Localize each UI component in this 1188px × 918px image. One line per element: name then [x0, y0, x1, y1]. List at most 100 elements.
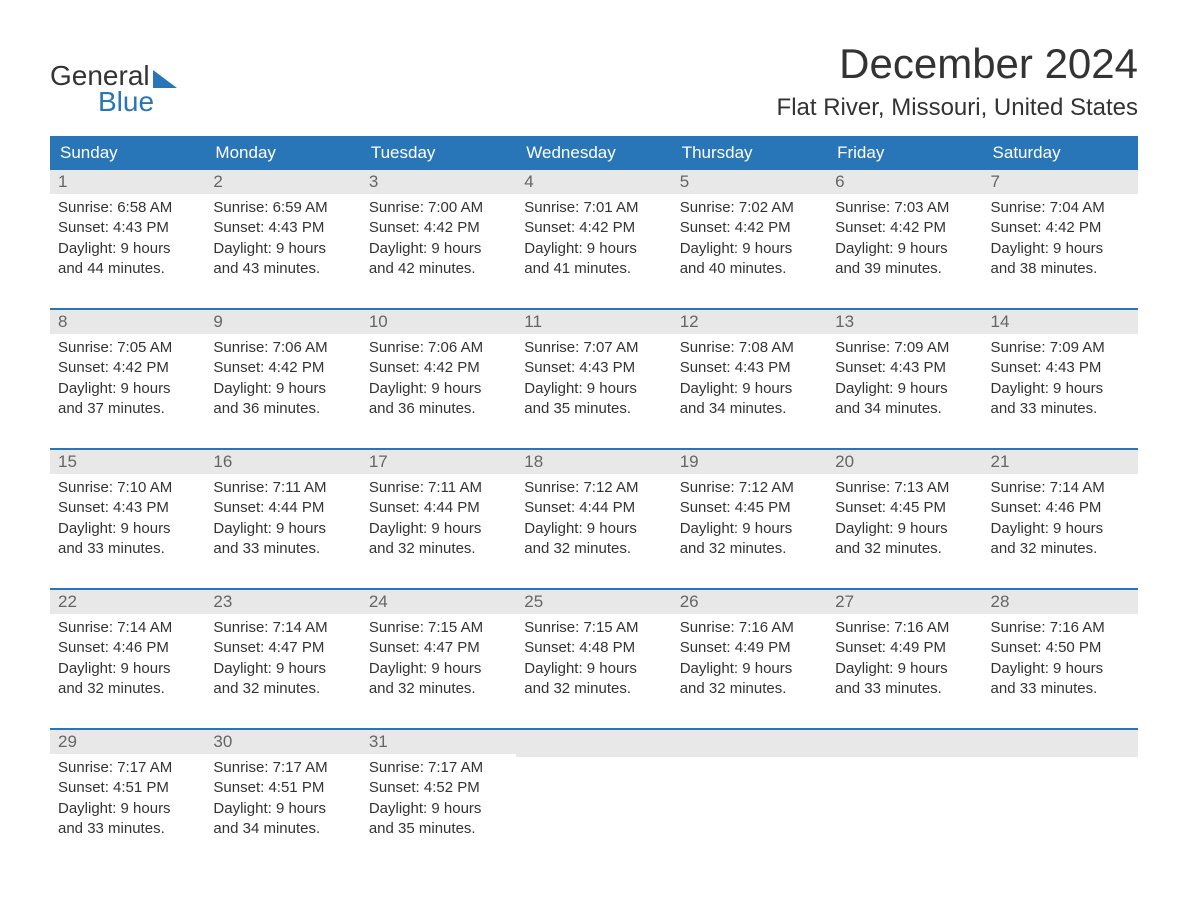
- daylight-line-2: and 34 minutes.: [680, 399, 819, 419]
- sunrise-text: Sunrise: 7:06 AM: [369, 338, 508, 358]
- sunset-text: Sunset: 4:43 PM: [58, 498, 197, 518]
- daylight-line-2: and 35 minutes.: [524, 399, 663, 419]
- day-content: Sunrise: 6:58 AMSunset: 4:43 PMDaylight:…: [50, 194, 205, 283]
- sunrise-text: Sunrise: 7:17 AM: [369, 758, 508, 778]
- daylight-line-2: and 32 minutes.: [213, 679, 352, 699]
- day-header-monday: Monday: [205, 136, 360, 170]
- sunrise-text: Sunrise: 7:17 AM: [58, 758, 197, 778]
- sunrise-text: Sunrise: 7:06 AM: [213, 338, 352, 358]
- week-row: 29Sunrise: 7:17 AMSunset: 4:51 PMDayligh…: [50, 728, 1138, 854]
- day-cell: 1Sunrise: 6:58 AMSunset: 4:43 PMDaylight…: [50, 170, 205, 294]
- sunset-text: Sunset: 4:42 PM: [835, 218, 974, 238]
- day-cell: 28Sunrise: 7:16 AMSunset: 4:50 PMDayligh…: [983, 590, 1138, 714]
- day-cell: 26Sunrise: 7:16 AMSunset: 4:49 PMDayligh…: [672, 590, 827, 714]
- daylight-line-1: Daylight: 9 hours: [58, 239, 197, 259]
- daylight-line-2: and 43 minutes.: [213, 259, 352, 279]
- daylight-line-1: Daylight: 9 hours: [835, 379, 974, 399]
- day-content: Sunrise: 7:13 AMSunset: 4:45 PMDaylight:…: [827, 474, 982, 563]
- day-number: 27: [827, 590, 982, 614]
- daylight-line-1: Daylight: 9 hours: [991, 659, 1130, 679]
- day-cell: 21Sunrise: 7:14 AMSunset: 4:46 PMDayligh…: [983, 450, 1138, 574]
- day-content: Sunrise: 6:59 AMSunset: 4:43 PMDaylight:…: [205, 194, 360, 283]
- day-content: Sunrise: 7:04 AMSunset: 4:42 PMDaylight:…: [983, 194, 1138, 283]
- daylight-line-2: and 34 minutes.: [835, 399, 974, 419]
- sunset-text: Sunset: 4:43 PM: [991, 358, 1130, 378]
- day-content: Sunrise: 7:12 AMSunset: 4:44 PMDaylight:…: [516, 474, 671, 563]
- sunset-text: Sunset: 4:46 PM: [58, 638, 197, 658]
- logo: General Blue: [50, 60, 177, 118]
- daylight-line-1: Daylight: 9 hours: [524, 519, 663, 539]
- day-number: 17: [361, 450, 516, 474]
- week-row: 22Sunrise: 7:14 AMSunset: 4:46 PMDayligh…: [50, 588, 1138, 714]
- empty-day-cell: [516, 730, 671, 854]
- sunset-text: Sunset: 4:49 PM: [835, 638, 974, 658]
- day-number: 31: [361, 730, 516, 754]
- day-number: 23: [205, 590, 360, 614]
- daylight-line-2: and 40 minutes.: [680, 259, 819, 279]
- daylight-line-1: Daylight: 9 hours: [213, 799, 352, 819]
- sunrise-text: Sunrise: 7:16 AM: [835, 618, 974, 638]
- day-content: Sunrise: 7:14 AMSunset: 4:46 PMDaylight:…: [983, 474, 1138, 563]
- day-cell: 13Sunrise: 7:09 AMSunset: 4:43 PMDayligh…: [827, 310, 982, 434]
- daylight-line-1: Daylight: 9 hours: [369, 799, 508, 819]
- sunset-text: Sunset: 4:42 PM: [524, 218, 663, 238]
- daylight-line-2: and 41 minutes.: [524, 259, 663, 279]
- sunset-text: Sunset: 4:42 PM: [213, 358, 352, 378]
- daylight-line-2: and 32 minutes.: [835, 539, 974, 559]
- day-number: 1: [50, 170, 205, 194]
- day-content: Sunrise: 7:07 AMSunset: 4:43 PMDaylight:…: [516, 334, 671, 423]
- day-number: 11: [516, 310, 671, 334]
- empty-day-number-bar: [672, 730, 827, 757]
- sunset-text: Sunset: 4:52 PM: [369, 778, 508, 798]
- day-cell: 30Sunrise: 7:17 AMSunset: 4:51 PMDayligh…: [205, 730, 360, 854]
- day-cell: 18Sunrise: 7:12 AMSunset: 4:44 PMDayligh…: [516, 450, 671, 574]
- sunrise-text: Sunrise: 7:03 AM: [835, 198, 974, 218]
- sunset-text: Sunset: 4:42 PM: [369, 218, 508, 238]
- day-content: Sunrise: 7:05 AMSunset: 4:42 PMDaylight:…: [50, 334, 205, 423]
- sunset-text: Sunset: 4:45 PM: [680, 498, 819, 518]
- daylight-line-1: Daylight: 9 hours: [213, 379, 352, 399]
- day-cell: 14Sunrise: 7:09 AMSunset: 4:43 PMDayligh…: [983, 310, 1138, 434]
- day-cell: 9Sunrise: 7:06 AMSunset: 4:42 PMDaylight…: [205, 310, 360, 434]
- day-header-thursday: Thursday: [672, 136, 827, 170]
- daylight-line-1: Daylight: 9 hours: [991, 379, 1130, 399]
- sunset-text: Sunset: 4:50 PM: [991, 638, 1130, 658]
- sunrise-text: Sunrise: 7:08 AM: [680, 338, 819, 358]
- daylight-line-2: and 36 minutes.: [213, 399, 352, 419]
- daylight-line-1: Daylight: 9 hours: [213, 239, 352, 259]
- day-cell: 10Sunrise: 7:06 AMSunset: 4:42 PMDayligh…: [361, 310, 516, 434]
- day-content: Sunrise: 7:15 AMSunset: 4:48 PMDaylight:…: [516, 614, 671, 703]
- empty-day-cell: [672, 730, 827, 854]
- daylight-line-1: Daylight: 9 hours: [680, 519, 819, 539]
- logo-text-blue: Blue: [98, 86, 154, 118]
- day-cell: 2Sunrise: 6:59 AMSunset: 4:43 PMDaylight…: [205, 170, 360, 294]
- sunrise-text: Sunrise: 7:09 AM: [991, 338, 1130, 358]
- sunrise-text: Sunrise: 7:16 AM: [680, 618, 819, 638]
- day-number: 18: [516, 450, 671, 474]
- daylight-line-1: Daylight: 9 hours: [835, 239, 974, 259]
- day-number: 20: [827, 450, 982, 474]
- sunset-text: Sunset: 4:46 PM: [991, 498, 1130, 518]
- sunset-text: Sunset: 4:42 PM: [58, 358, 197, 378]
- day-content: Sunrise: 7:09 AMSunset: 4:43 PMDaylight:…: [983, 334, 1138, 423]
- day-number: 21: [983, 450, 1138, 474]
- sunset-text: Sunset: 4:42 PM: [369, 358, 508, 378]
- day-cell: 7Sunrise: 7:04 AMSunset: 4:42 PMDaylight…: [983, 170, 1138, 294]
- daylight-line-1: Daylight: 9 hours: [991, 519, 1130, 539]
- month-title: December 2024: [777, 40, 1138, 88]
- day-cell: 5Sunrise: 7:02 AMSunset: 4:42 PMDaylight…: [672, 170, 827, 294]
- day-cell: 20Sunrise: 7:13 AMSunset: 4:45 PMDayligh…: [827, 450, 982, 574]
- daylight-line-2: and 44 minutes.: [58, 259, 197, 279]
- daylight-line-2: and 38 minutes.: [991, 259, 1130, 279]
- location-subtitle: Flat River, Missouri, United States: [777, 94, 1138, 122]
- day-header-saturday: Saturday: [983, 136, 1138, 170]
- sunset-text: Sunset: 4:44 PM: [524, 498, 663, 518]
- daylight-line-2: and 33 minutes.: [991, 399, 1130, 419]
- day-cell: 17Sunrise: 7:11 AMSunset: 4:44 PMDayligh…: [361, 450, 516, 574]
- day-number: 7: [983, 170, 1138, 194]
- day-number: 4: [516, 170, 671, 194]
- sunrise-text: Sunrise: 7:15 AM: [369, 618, 508, 638]
- daylight-line-1: Daylight: 9 hours: [369, 519, 508, 539]
- day-content: Sunrise: 7:17 AMSunset: 4:51 PMDaylight:…: [205, 754, 360, 843]
- day-content: Sunrise: 7:16 AMSunset: 4:49 PMDaylight:…: [827, 614, 982, 703]
